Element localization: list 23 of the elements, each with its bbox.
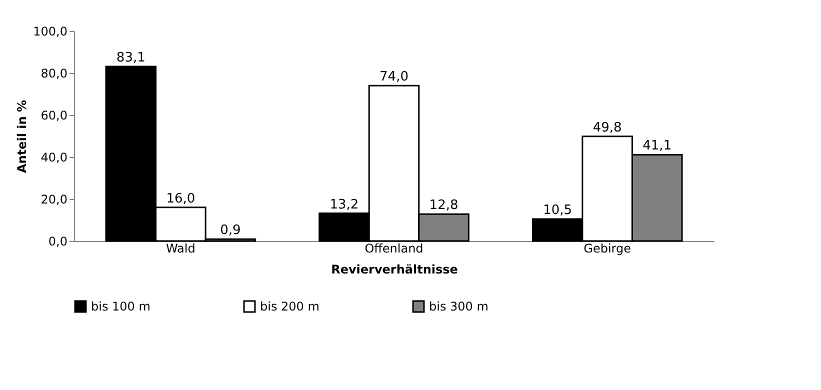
data-label: 13,2 (330, 197, 359, 212)
legend-label: bis 300 m (429, 300, 488, 314)
data-label: 10,5 (543, 202, 572, 218)
legend-label: bis 200 m (260, 300, 320, 314)
x-tick-label: Offenland (364, 242, 424, 256)
x-tick-label: Gebirge (584, 242, 632, 256)
y-axis-title: Anteil in % (15, 100, 30, 173)
x-tick-label: Wald (166, 242, 196, 256)
data-label: 16,0 (166, 191, 196, 206)
data-label: 41,1 (642, 138, 672, 154)
data-label: 83,1 (116, 50, 146, 66)
data-label: 74,0 (380, 70, 408, 85)
y-tick-label: 60,0 (40, 108, 68, 122)
x-axis-title: Revierverhältnisse (331, 262, 458, 276)
y-tick-label: 40,0 (40, 150, 68, 164)
data-label: 0,9 (220, 223, 241, 238)
data-label: 12,8 (429, 198, 458, 214)
y-tick-label: 20,0 (40, 192, 68, 206)
data-label: 49,8 (592, 120, 622, 136)
y-tick-label: 80,0 (40, 66, 68, 80)
y-tick-label: 100,0 (33, 24, 68, 38)
legend-label: bis 100 m (91, 300, 150, 314)
y-tick-label: 0,0 (48, 234, 68, 248)
